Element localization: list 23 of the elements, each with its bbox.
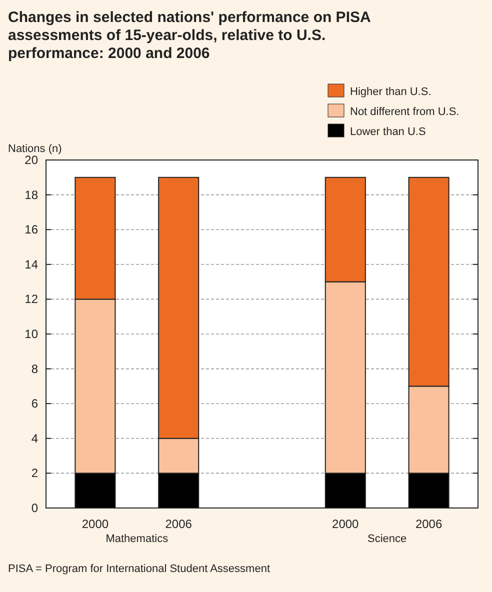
y-tick-label: 12 bbox=[24, 292, 38, 306]
y-tick-label: 10 bbox=[24, 327, 38, 341]
y-tick-label: 4 bbox=[31, 431, 38, 446]
legend-label: Not different from U.S. bbox=[350, 106, 460, 118]
chart-title: Changes in selected nations' performance on PISA assessments of 15-year-olds, relative to U.S. performance: 2000 and 2006 bbox=[8, 9, 371, 62]
y-tick-label: 18 bbox=[24, 188, 38, 202]
y-tick-label: 8 bbox=[31, 362, 38, 376]
y-tick-label: 6 bbox=[31, 396, 38, 411]
x-tick-label: 2006 bbox=[165, 517, 192, 531]
x-tick-label: 2000 bbox=[82, 517, 109, 531]
y-tick-label: 0 bbox=[31, 501, 38, 515]
text: Science bbox=[368, 533, 407, 545]
text: Mathematics bbox=[106, 533, 169, 545]
x-tick-label: 2006 bbox=[415, 517, 442, 531]
legend-label: Lower than U.S bbox=[350, 126, 426, 138]
y-tick-label: 20 bbox=[24, 153, 38, 167]
y-tick-label: 16 bbox=[24, 222, 38, 237]
y-axis-title: Nations (n) bbox=[8, 143, 62, 155]
y-tick-label: 14 bbox=[24, 257, 38, 272]
x-tick-label: 2000 bbox=[332, 517, 360, 531]
y-tick-label: 2 bbox=[31, 466, 38, 480]
text: PISA = Program for International Student Assessment bbox=[8, 563, 270, 575]
legend-label: Higher than U.S. bbox=[350, 86, 432, 98]
